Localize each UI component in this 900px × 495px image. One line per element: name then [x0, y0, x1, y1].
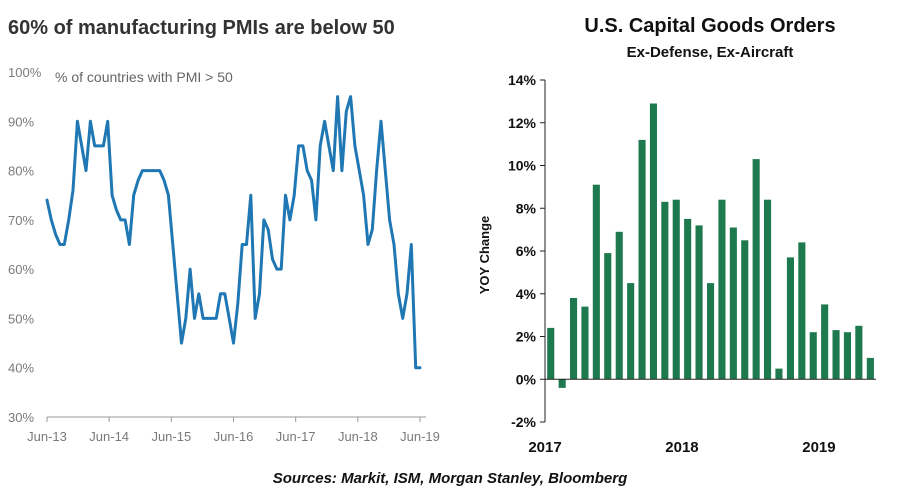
bar: [843, 332, 851, 380]
bar: [729, 227, 737, 380]
bar: [786, 257, 794, 380]
sources-note: Sources: Markit, ISM, Morgan Stanley, Bl…: [272, 470, 628, 487]
left-x-tick-label: Jun-13: [27, 429, 67, 444]
right-x-ticks: 2017 2018 2019: [528, 439, 835, 456]
left-x-tick-label: Jun-17: [276, 429, 316, 444]
bar: [604, 253, 612, 380]
bar: [695, 225, 703, 380]
right-y-tick-label: 8%: [516, 200, 537, 216]
left-x-tick-label: Jun-18: [338, 429, 378, 444]
bar: [615, 231, 623, 380]
left-y-tick-label: 50%: [8, 311, 34, 326]
bar: [547, 327, 555, 380]
bar: [592, 184, 600, 380]
bar: [832, 330, 840, 380]
right-x-tick-label: 2018: [665, 439, 698, 456]
right-y-tick-label: 4%: [516, 286, 537, 302]
left-y-tick-label: 70%: [8, 213, 34, 228]
bar: [855, 325, 863, 380]
right-chart-title: U.S. Capital Goods Orders: [584, 15, 835, 37]
right-y-axis-label: YOY Change: [477, 216, 492, 295]
right-bars: [547, 103, 874, 388]
left-y-tick-label: 30%: [8, 410, 34, 425]
left-y-ticks: 30% 40% 50% 60% 70% 80% 90% 100%: [8, 65, 42, 425]
bar: [798, 242, 806, 380]
bar: [558, 379, 566, 388]
left-y-tick-label: 60%: [8, 262, 34, 277]
bar: [775, 368, 783, 380]
right-chart-subtitle: Ex-Defense, Ex-Aircraft: [627, 44, 794, 61]
right-y-tick-label: -2%: [511, 414, 536, 430]
bar: [570, 298, 578, 380]
bar: [707, 283, 715, 380]
left-x-tick-label: Jun-19: [400, 429, 440, 444]
right-y-ticks: -2% 0% 2% 4% 6% 8% 10% 12% 14%: [508, 72, 545, 430]
bar: [764, 199, 772, 380]
left-y-tick-label: 40%: [8, 361, 34, 376]
right-y-tick-label: 2%: [516, 329, 537, 345]
bar: [684, 218, 692, 380]
left-y-tick-label: 100%: [8, 65, 42, 80]
left-chart-title: 60% of manufacturing PMIs are below 50: [8, 17, 395, 39]
bar: [581, 306, 589, 380]
bar: [741, 240, 749, 380]
bar: [718, 199, 726, 380]
right-y-tick-label: 10%: [508, 158, 537, 174]
bar: [638, 139, 646, 380]
bar: [627, 283, 635, 380]
right-y-tick-label: 12%: [508, 115, 537, 131]
series-line-pmi-share: [45, 95, 422, 370]
bar: [672, 199, 680, 380]
left-x-ticks: Jun-13 Jun-14 Jun-15 Jun-16 Jun-17 Jun-18 Jun-…: [27, 417, 440, 444]
right-x-tick-label: 2017: [528, 439, 561, 456]
bar: [752, 159, 760, 380]
bar: [661, 201, 669, 380]
left-x-tick-label: Jun-16: [214, 429, 254, 444]
right-y-tick-label: 6%: [516, 243, 537, 259]
right-y-tick-label: 0%: [516, 371, 537, 387]
left-y-tick-label: 90%: [8, 114, 34, 129]
capital-goods-bar-chart: U.S. Capital Goods Orders Ex-Defense, Ex…: [477, 15, 876, 456]
right-y-tick-label: 14%: [508, 72, 537, 88]
right-x-tick-label: 2019: [802, 439, 835, 456]
bar: [649, 103, 657, 380]
left-chart-subtitle: % of countries with PMI > 50: [55, 69, 233, 85]
left-x-tick-label: Jun-15: [151, 429, 191, 444]
bar: [821, 304, 829, 380]
bar: [809, 332, 817, 380]
left-y-tick-label: 80%: [8, 164, 34, 179]
left-x-tick-label: Jun-14: [89, 429, 129, 444]
pmi-line-chart: 60% of manufacturing PMIs are below 50 %…: [8, 17, 440, 444]
bar: [866, 357, 874, 380]
